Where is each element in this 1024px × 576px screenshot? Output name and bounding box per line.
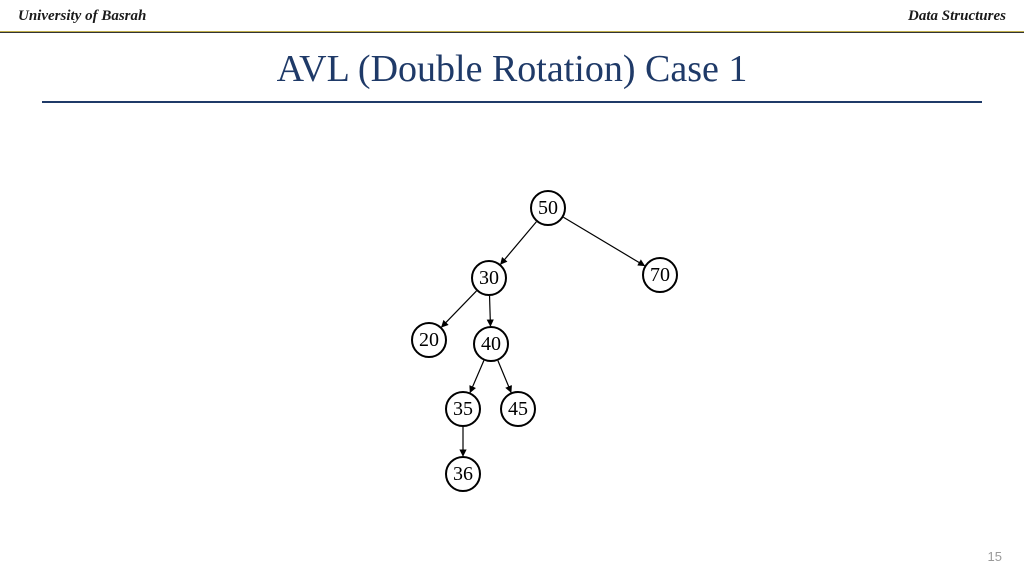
tree-edge [498,361,511,393]
slide-title: AVL (Double Rotation) Case 1 [0,47,1024,91]
tree-diagram: 50 30 70 20 40 35 45 36 [0,150,1024,530]
tree-edge [442,291,477,327]
tree-edge [501,222,537,264]
tree-node-40: 40 [473,326,509,362]
tree-node-70: 70 [642,257,678,293]
tree-node-20: 20 [411,322,447,358]
header-left: University of Basrah [18,8,146,25]
tree-node-30: 30 [471,260,507,296]
header-rule [0,31,1024,33]
title-underline [42,101,982,103]
page-number: 15 [988,549,1002,564]
tree-node-35: 35 [445,391,481,427]
tree-node-45: 45 [500,391,536,427]
tree-edge [490,296,491,326]
header-bar: University of Basrah Data Structures [0,0,1024,29]
tree-node-36: 36 [445,456,481,492]
tree-edge [563,217,644,266]
tree-edges [0,150,1024,530]
tree-node-50: 50 [530,190,566,226]
tree-edge [470,361,484,393]
header-right: Data Structures [908,8,1006,25]
